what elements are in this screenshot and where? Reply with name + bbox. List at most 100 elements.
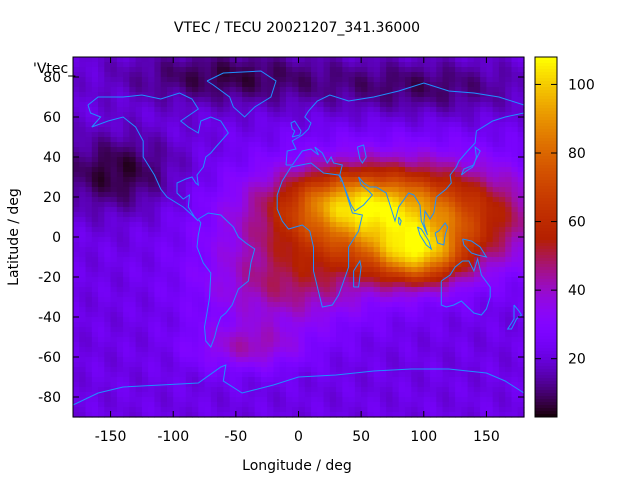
heat-cell	[129, 182, 137, 188]
heat-cell	[467, 372, 475, 378]
heat-cell	[148, 252, 156, 258]
heat-cell	[336, 352, 343, 358]
heat-cell	[367, 97, 375, 103]
heat-cell	[430, 292, 437, 298]
heat-cell	[480, 217, 488, 223]
heat-cell	[267, 187, 275, 193]
heat-cell	[292, 57, 300, 63]
heat-cell	[461, 252, 469, 258]
heat-cell	[361, 247, 368, 253]
heat-cell	[392, 57, 400, 63]
heat-cell	[517, 382, 525, 388]
heat-cell	[85, 307, 93, 313]
heat-cell	[304, 237, 312, 243]
heat-cell	[386, 77, 394, 83]
heat-cell	[498, 252, 506, 258]
heat-cell	[148, 347, 156, 353]
heat-cell	[442, 302, 450, 308]
heat-cell	[505, 87, 513, 93]
heat-cell	[204, 77, 212, 83]
heat-cell	[160, 292, 168, 298]
heat-cell	[505, 192, 513, 198]
heat-cell	[411, 297, 419, 303]
heat-cell	[417, 307, 425, 313]
heat-cell	[298, 397, 306, 403]
heat-cell	[342, 267, 350, 273]
heat-cell	[204, 212, 212, 218]
heat-cell	[311, 137, 318, 143]
heat-cell	[135, 187, 143, 193]
heat-cell	[192, 392, 199, 398]
heat-cell	[91, 57, 99, 63]
heat-cell	[505, 117, 513, 123]
heat-cell	[517, 267, 525, 273]
heat-cell	[179, 122, 187, 128]
heat-cell	[267, 102, 275, 108]
heat-cell	[254, 322, 262, 328]
heat-cell	[273, 217, 281, 223]
heat-cell	[229, 347, 237, 353]
heat-cell	[129, 82, 137, 88]
heat-cell	[354, 102, 362, 108]
heat-cell	[141, 127, 149, 133]
heat-cell	[379, 252, 387, 258]
heat-cell	[73, 92, 80, 98]
heat-cell	[367, 262, 375, 268]
heat-cell	[116, 292, 124, 298]
heat-cell	[323, 262, 331, 268]
heat-cell	[166, 197, 174, 203]
heat-cell	[317, 177, 325, 183]
heat-cell	[436, 217, 444, 223]
heat-cell	[461, 272, 469, 278]
heat-cell	[160, 77, 168, 83]
heat-cell	[336, 382, 343, 388]
heat-cell	[154, 372, 162, 378]
heat-cell	[210, 227, 218, 233]
heat-cell	[379, 227, 387, 233]
heat-cell	[110, 342, 118, 348]
heat-cell	[417, 147, 425, 153]
heat-cell	[217, 307, 224, 313]
heat-cell	[192, 127, 199, 133]
heat-cell	[386, 297, 394, 303]
heat-cell	[91, 262, 99, 268]
heat-cell	[411, 117, 419, 123]
heat-cell	[379, 237, 387, 243]
heat-cell	[361, 382, 368, 388]
heat-cell	[517, 252, 525, 258]
heat-cell	[417, 342, 425, 348]
heat-cell	[204, 62, 212, 68]
heat-cell	[279, 262, 287, 268]
heat-cell	[311, 132, 318, 138]
heat-cell	[223, 287, 231, 293]
heat-cell	[342, 137, 350, 143]
heat-cell	[242, 242, 249, 248]
heat-cell	[267, 142, 275, 148]
heat-cell	[336, 147, 343, 153]
heat-cell	[311, 87, 318, 93]
heat-cell	[398, 302, 406, 308]
heat-cell	[304, 207, 312, 213]
heat-cell	[254, 167, 262, 173]
heat-cell	[110, 182, 118, 188]
heat-cell	[229, 147, 237, 153]
heat-cell	[398, 282, 406, 288]
heat-cell	[217, 337, 224, 343]
heat-cell	[73, 292, 80, 298]
heat-cell	[467, 342, 475, 348]
heat-cell	[192, 227, 199, 233]
heat-cell	[323, 172, 331, 178]
heat-cell	[217, 182, 224, 188]
heat-cell	[173, 252, 181, 258]
heat-cell	[361, 62, 368, 68]
heat-cell	[123, 227, 130, 233]
heat-cell	[123, 57, 130, 63]
heat-cell	[373, 342, 381, 348]
heat-cell	[398, 287, 406, 293]
heat-cell	[98, 292, 105, 298]
heat-cell	[367, 347, 375, 353]
heat-cell	[185, 237, 193, 243]
heat-cell	[179, 347, 187, 353]
heat-cell	[79, 302, 87, 308]
heat-cell	[229, 322, 237, 328]
